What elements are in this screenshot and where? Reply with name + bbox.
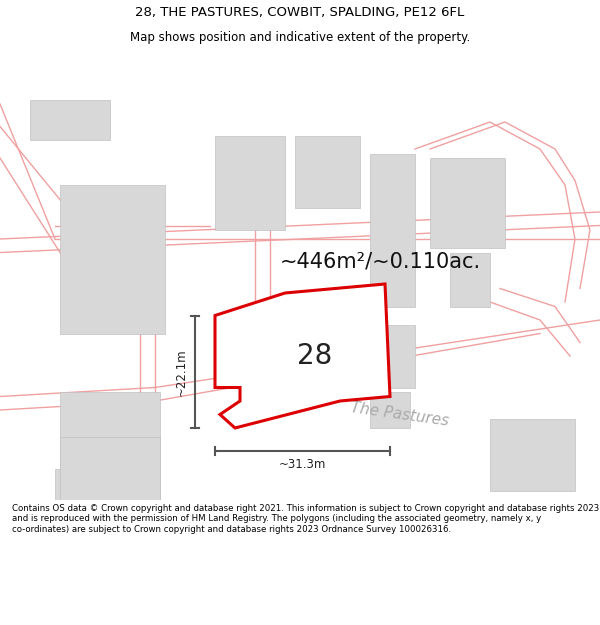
Bar xyxy=(60,185,165,334)
Bar xyxy=(490,419,575,491)
Text: Map shows position and indicative extent of the property.: Map shows position and indicative extent… xyxy=(130,31,470,44)
Text: 28: 28 xyxy=(298,342,332,370)
Bar xyxy=(30,99,110,140)
Bar xyxy=(60,437,160,500)
Bar xyxy=(430,158,505,248)
Text: 28, THE PASTURES, COWBIT, SPALDING, PE12 6FL: 28, THE PASTURES, COWBIT, SPALDING, PE12… xyxy=(136,6,464,19)
Text: ~31.3m: ~31.3m xyxy=(279,458,326,471)
Text: ~446m²/~0.110ac.: ~446m²/~0.110ac. xyxy=(280,251,481,271)
Bar xyxy=(450,253,490,306)
Text: ~22.1m: ~22.1m xyxy=(175,348,187,396)
Text: Contains OS data © Crown copyright and database right 2021. This information is : Contains OS data © Crown copyright and d… xyxy=(12,504,599,534)
Bar xyxy=(215,136,285,230)
Bar xyxy=(55,469,160,500)
Bar xyxy=(370,324,415,388)
Text: The Pastures: The Pastures xyxy=(350,400,450,429)
Bar xyxy=(60,392,160,473)
Bar xyxy=(295,136,360,208)
Polygon shape xyxy=(215,284,390,428)
Bar xyxy=(370,154,415,306)
Bar xyxy=(370,392,410,428)
